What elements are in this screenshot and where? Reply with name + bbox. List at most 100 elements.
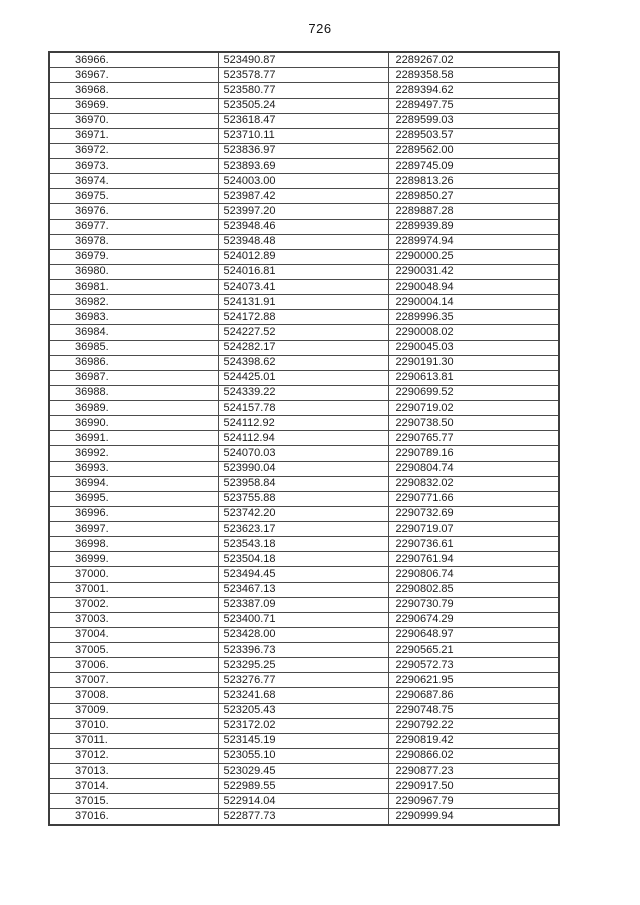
table-cell: 36973.: [48, 157, 219, 175]
table-cell: 37014.: [48, 778, 219, 795]
table-cell: 523396.73: [217, 641, 389, 659]
table-cell: 36977.: [48, 218, 219, 235]
table-row: 37007. 523276.77 2290621.95: [48, 672, 560, 689]
table-cell: 2290917.50: [387, 778, 560, 795]
table-cell: 36991.: [48, 430, 219, 447]
table-cell: 2290719.02: [387, 399, 560, 417]
table-cell: 523490.87: [217, 51, 389, 69]
table-row: 36978. 523948.48 2289974.94: [48, 233, 560, 250]
table-row: 36980. 524016.81 2290031.42: [48, 263, 560, 281]
table-row: 36994. 523958.84 2290832.02: [48, 475, 560, 492]
table-row: 36989. 524157.78 2290719.02: [48, 399, 560, 417]
table-cell: 2290048.94: [387, 278, 560, 296]
table-cell: 36999.: [48, 551, 219, 568]
table-cell: 2290736.61: [387, 536, 560, 553]
table-row: 36996. 523742.20 2290732.69: [48, 505, 560, 523]
table-row: 37011. 523145.19 2290819.42: [48, 732, 560, 749]
table-cell: 523623.17: [217, 520, 389, 538]
table-cell: 36981.: [48, 278, 219, 296]
table-row: 36972. 523836.97 2289562.00: [48, 142, 560, 160]
table-row: 37016. 522877.73 2290999.94: [48, 808, 560, 826]
table-cell: 2290648.97: [387, 626, 560, 644]
table-cell: 2290866.02: [387, 747, 560, 765]
table-cell: 524012.89: [217, 248, 389, 265]
table-cell: 2289745.09: [387, 157, 560, 175]
table-cell: 524112.92: [217, 415, 389, 432]
table-cell: 523580.77: [217, 82, 389, 99]
table-cell: 36995.: [48, 490, 219, 507]
table-row: 36983. 524172.88 2289996.35: [48, 309, 560, 326]
table-cell: 524131.91: [217, 294, 389, 311]
table-row: 37013. 523029.45 2290877.23: [48, 762, 560, 780]
table-cell: 36967.: [48, 67, 219, 84]
table-cell: 524157.78: [217, 399, 389, 417]
table-cell: 523997.20: [217, 203, 389, 220]
table-cell: 2289394.62: [387, 82, 560, 99]
table-cell: 37000.: [48, 566, 219, 583]
table-row: 36967. 523578.77 2289358.58: [48, 67, 560, 84]
table-cell: 523618.47: [217, 112, 389, 129]
table-cell: 36992.: [48, 445, 219, 462]
table-cell: 36975.: [48, 188, 219, 205]
table-cell: 524073.41: [217, 278, 389, 296]
table-cell: 2290789.16: [387, 445, 560, 462]
table-cell: 523543.18: [217, 536, 389, 553]
table-row: 36970. 523618.47 2289599.03: [48, 112, 560, 129]
table-cell: 523755.88: [217, 490, 389, 507]
table-cell: 2289850.27: [387, 188, 560, 205]
table-cell: 2290732.69: [387, 505, 560, 523]
table-cell: 524172.88: [217, 309, 389, 326]
table-cell: 36974.: [48, 173, 219, 190]
table-row: 36979. 524012.89 2290000.25: [48, 248, 560, 265]
table-cell: 37002.: [48, 596, 219, 613]
table-cell: 2290804.74: [387, 460, 560, 477]
table-cell: 37015.: [48, 793, 219, 810]
table-cell: 523948.48: [217, 233, 389, 250]
table-cell: 36982.: [48, 294, 219, 311]
table-row: 36997. 523623.17 2290719.07: [48, 520, 560, 538]
table-cell: 523205.43: [217, 702, 389, 719]
table-cell: 523958.84: [217, 475, 389, 492]
table-cell: 2290613.81: [387, 369, 560, 386]
table-cell: 36998.: [48, 536, 219, 553]
table-row: 36999. 523504.18 2290761.94: [48, 551, 560, 568]
table-row: 37002. 523387.09 2290730.79: [48, 596, 560, 613]
table-row: 37008. 523241.68 2290687.86: [48, 687, 560, 704]
table-cell: 2290687.86: [387, 687, 560, 704]
table-cell: 523467.13: [217, 581, 389, 598]
table-cell: 2289813.26: [387, 173, 560, 190]
table-row: 37005. 523396.73 2290565.21: [48, 641, 560, 659]
table-cell: 36989.: [48, 399, 219, 417]
table-row: 36993. 523990.04 2290804.74: [48, 460, 560, 477]
table-cell: 36966.: [48, 51, 219, 69]
page-number: 726: [308, 21, 332, 36]
table-row: 36977. 523948.46 2289939.89: [48, 218, 560, 235]
table-cell: 37003.: [48, 611, 219, 628]
table-cell: 522877.73: [217, 808, 389, 826]
table-row: 37004. 523428.00 2290648.97: [48, 626, 560, 644]
table-cell: 2290191.30: [387, 354, 560, 371]
table-row: 36975. 523987.42 2289850.27: [48, 188, 560, 205]
table-row: 37000. 523494.45 2290806.74: [48, 566, 560, 583]
table-row: 36986. 524398.62 2290191.30: [48, 354, 560, 371]
table-cell: 523948.46: [217, 218, 389, 235]
table-row: 36976. 523997.20 2289887.28: [48, 203, 560, 220]
table-row: 36971. 523710.11 2289503.57: [48, 127, 560, 144]
table-cell: 2289939.89: [387, 218, 560, 235]
table-cell: 36978.: [48, 233, 219, 250]
table-cell: 523145.19: [217, 732, 389, 749]
table-row: 37009. 523205.43 2290748.75: [48, 702, 560, 719]
table-cell: 2290008.02: [387, 324, 560, 341]
table-row: 36973. 523893.69 2289745.09: [48, 157, 560, 175]
table-cell: 524282.17: [217, 339, 389, 356]
table-cell: 37009.: [48, 702, 219, 719]
table-cell: 2289358.58: [387, 67, 560, 84]
coordinate-table-body: 36966. 523490.87 2289267.02 36967. 523578.77…: [48, 51, 560, 826]
table-cell: 37004.: [48, 626, 219, 644]
table-cell: 524016.81: [217, 263, 389, 281]
table-cell: 36997.: [48, 520, 219, 538]
table-cell: 523428.00: [217, 626, 389, 644]
table-cell: 524398.62: [217, 354, 389, 371]
table-cell: 36969.: [48, 97, 219, 114]
